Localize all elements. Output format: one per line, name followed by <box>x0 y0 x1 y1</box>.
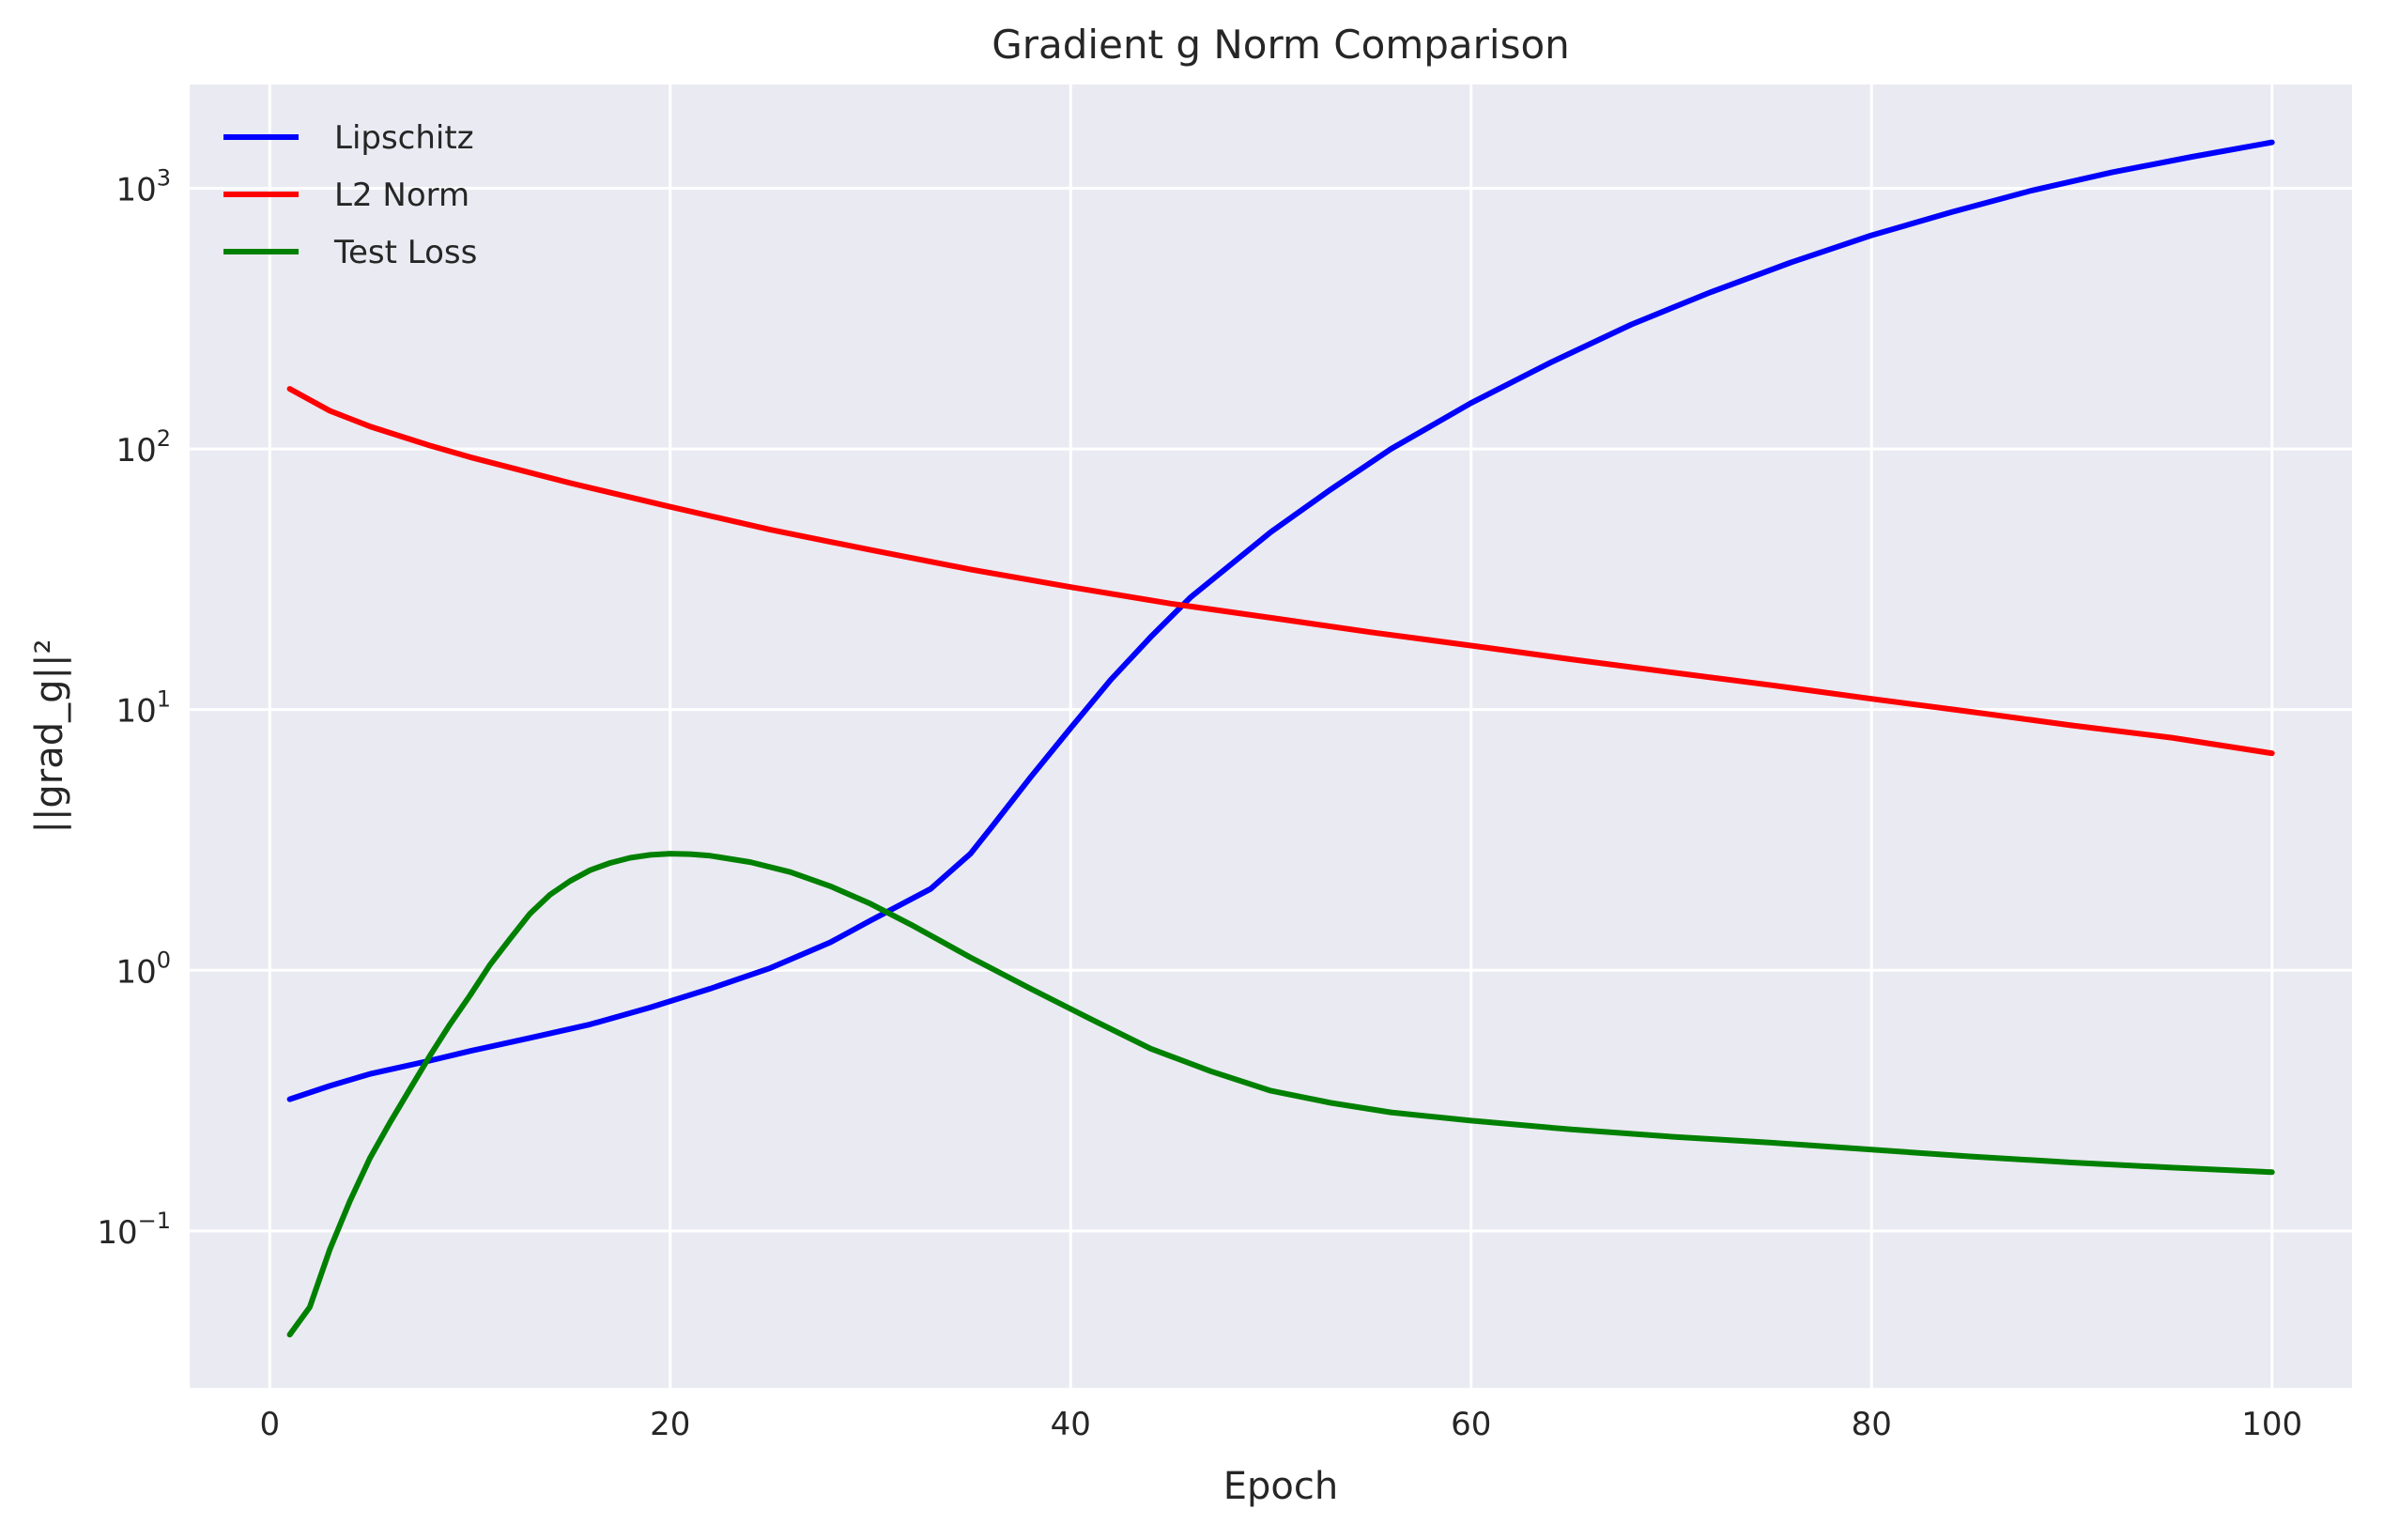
y-tick-label: 103 <box>115 164 171 208</box>
y-axis-label: ||grad_g||² <box>28 639 71 833</box>
chart-title: Gradient g Norm Comparison <box>992 22 1570 68</box>
y-tick-label: 101 <box>115 686 171 731</box>
y-tick-exponent: 1 <box>157 686 171 713</box>
y-tick-base: 10 <box>115 171 156 208</box>
y-tick-base: 10 <box>97 1214 137 1252</box>
legend-label: L2 Norm <box>334 177 469 214</box>
x-tick-label: 100 <box>2241 1406 2302 1443</box>
x-tick-label: 60 <box>1451 1406 1491 1443</box>
series-lines <box>286 139 2275 1338</box>
x-axis-label: Epoch <box>1223 1465 1338 1508</box>
legend-label: Lipschitz <box>334 119 474 157</box>
series-line-1 <box>286 386 2275 757</box>
y-tick-label: 100 <box>115 947 171 991</box>
series-line-2 <box>286 851 2275 1338</box>
legend-label: Test Loss <box>333 234 477 271</box>
y-tick-base: 10 <box>115 693 156 731</box>
plot-area <box>190 85 2352 1388</box>
y-tick-base: 10 <box>115 953 156 991</box>
y-tick-exponent: 0 <box>157 947 171 973</box>
y-tick-label: 102 <box>115 425 171 470</box>
y-tick-exponent: 2 <box>157 425 171 452</box>
y-tick-label: 10−1 <box>97 1208 171 1252</box>
y-tick-exponent: 3 <box>157 164 171 191</box>
x-tick-label: 20 <box>650 1406 690 1443</box>
y-tick-base: 10 <box>115 432 156 470</box>
x-tick-label: 0 <box>259 1406 280 1443</box>
legend: Lipschitz L2 Norm Test Loss <box>223 119 477 271</box>
x-tick-label: 80 <box>1852 1406 1892 1443</box>
x-axis-ticks: 0 20 40 60 80 100 <box>259 1406 2302 1443</box>
series-line-0 <box>286 139 2275 1102</box>
x-tick-label: 40 <box>1051 1406 1091 1443</box>
grid-lines <box>190 85 2352 1388</box>
y-tick-exponent: −1 <box>138 1208 171 1234</box>
